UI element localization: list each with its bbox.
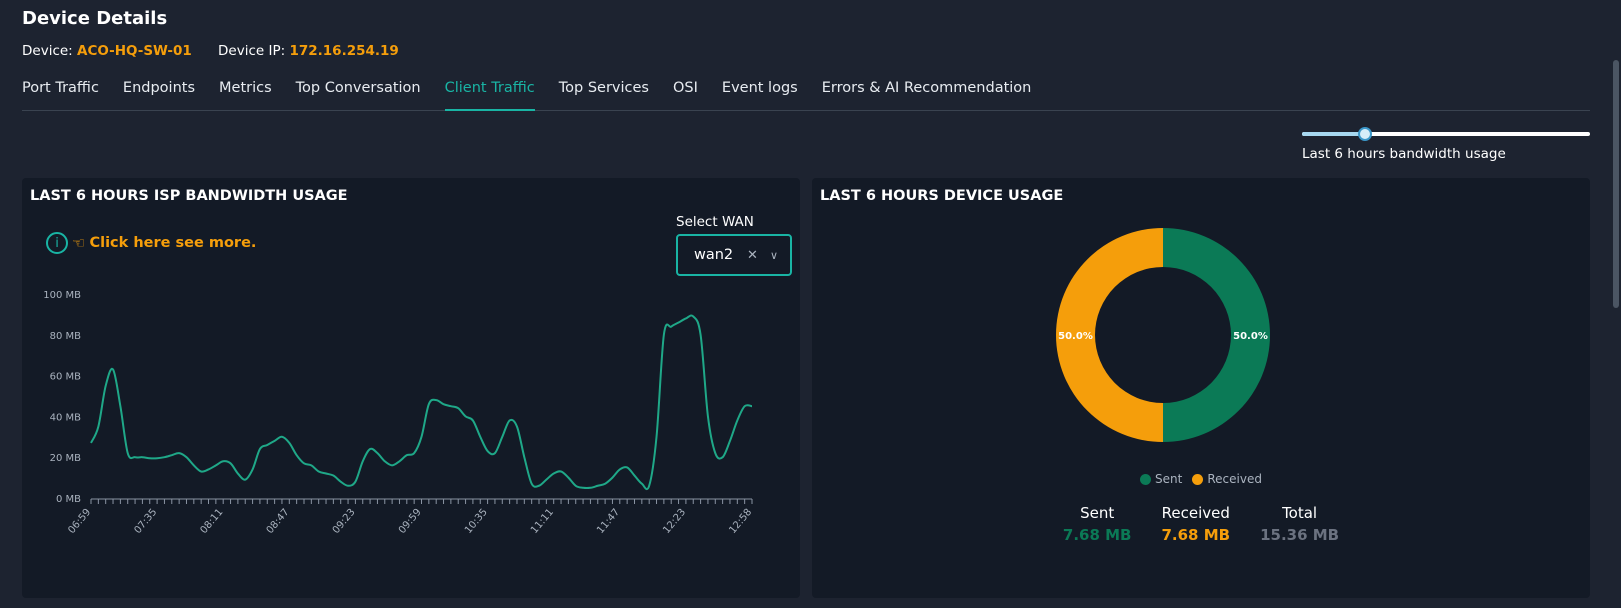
device-card-title: LAST 6 HOURS DEVICE USAGE (820, 188, 1064, 204)
page-title: Device Details (22, 8, 168, 29)
isp-card-title: LAST 6 HOURS ISP BANDWIDTH USAGE (30, 188, 348, 204)
legend-label-sent: Sent (1155, 472, 1183, 486)
x-tick-label: 11:47 (595, 507, 622, 536)
tab-port-traffic[interactable]: Port Traffic (22, 80, 99, 96)
slider-label: Last 6 hours bandwidth usage (1302, 146, 1506, 162)
stat-sent: Sent 7.68 MB (1063, 504, 1132, 544)
slider-thumb[interactable] (1358, 127, 1372, 141)
tab-top-services[interactable]: Top Services (558, 80, 649, 96)
tab-errors-ai-recommendation[interactable]: Errors & AI Recommendation (821, 80, 1032, 96)
legend-dot-sent (1140, 473, 1152, 485)
y-tick-label: 80 MB (50, 331, 82, 342)
wan-select-value: wan2 (694, 247, 734, 263)
x-tick-label: 10:35 (463, 507, 490, 536)
y-tick-label: 60 MB (50, 372, 82, 383)
device-ip-label: Device IP: (218, 43, 286, 59)
tab-metrics[interactable]: Metrics (219, 80, 272, 96)
isp-bandwidth-line-chart: 0 MB 20 MB 40 MB 60 MB 80 MB 100 MB 06:59 07:35… (43, 290, 754, 536)
x-tick-label: 09:59 (397, 507, 424, 536)
more-info-link[interactable]: i ☜ Click here see more. (46, 232, 256, 254)
x-tick-label: 07:35 (132, 507, 159, 536)
device-usage-donut-chart: 50.0% 50.0% (1056, 228, 1270, 442)
slider-track[interactable] (1302, 127, 1590, 141)
wan-select-label: Select WAN (676, 214, 754, 230)
stat-total: Total 15.36 MB (1260, 504, 1339, 544)
device-name: ACO-HQ-SW-01 (77, 43, 192, 59)
donut-slice-sent[interactable] (1163, 228, 1270, 442)
tab-client-traffic[interactable]: Client Traffic (444, 78, 535, 111)
stat-sent-value: 7.68 MB (1062, 526, 1132, 544)
chevron-down-icon[interactable]: ∨ (769, 248, 778, 262)
donut-slice-label: 50.0% (1058, 331, 1093, 342)
stat-total-value: 15.36 MB (1260, 526, 1340, 544)
device-info-line: Device: ACO-HQ-SW-01 Device IP: 172.16.2… (22, 43, 421, 59)
usage-stats: Sent 7.68 MB Received 7.68 MB Total 15.3… (812, 504, 1590, 544)
donut-slice-received[interactable] (1056, 228, 1163, 442)
x-tick-label: 06:59 (66, 507, 93, 536)
legend-item-sent[interactable]: Sent (1140, 472, 1182, 486)
info-icon: i (46, 232, 68, 254)
x-tick-label: 08:11 (199, 507, 226, 536)
x-tick-label: 09:23 (331, 507, 358, 536)
stat-total-label: Total (1282, 504, 1318, 522)
close-icon[interactable]: ✕ (747, 247, 758, 263)
y-tick-label: 100 MB (43, 290, 81, 301)
y-tick-label: 40 MB (50, 412, 82, 423)
legend-dot-received (1192, 473, 1204, 485)
more-info-text: Click here see more. (89, 235, 257, 251)
donut-legend: Sent Received (812, 472, 1590, 486)
isp-bandwidth-card: LAST 6 HOURS ISP BANDWIDTH USAGE i ☜ Cli… (22, 178, 800, 598)
y-tick-label: 0 MB (56, 494, 81, 505)
tab-event-logs[interactable]: Event logs (721, 80, 798, 96)
slider-fill (1302, 132, 1365, 136)
wan-select[interactable]: wan2 ✕ ∨ (676, 234, 792, 276)
device-label: Device: (22, 43, 73, 59)
series-line-bandwidth[interactable] (90, 314, 753, 490)
stat-received-label: Received (1161, 504, 1230, 522)
time-range-slider: Last 6 hours bandwidth usage (1302, 127, 1590, 162)
y-tick-label: 20 MB (50, 453, 82, 464)
tab-bar: Port Traffic Endpoints Metrics Top Conve… (22, 78, 1590, 111)
tab-endpoints[interactable]: Endpoints (122, 80, 196, 96)
stat-received: Received 7.68 MB (1161, 504, 1230, 544)
legend-item-received[interactable]: Received (1192, 472, 1262, 486)
x-tick-label: 12:58 (727, 507, 754, 536)
legend-label-received: Received (1207, 472, 1262, 486)
device-ip-value: 172.16.254.19 (289, 43, 399, 59)
device-usage-card: LAST 6 HOURS DEVICE USAGE 50.0% 50.0% Sen… (812, 178, 1590, 598)
pointing-hand-icon: ☜ (72, 234, 86, 252)
x-tick-label: 12:23 (661, 507, 688, 536)
page-scrollbar[interactable] (1613, 60, 1619, 308)
x-tick-label: 11:11 (529, 507, 556, 536)
x-tick-label: 08:47 (265, 507, 292, 536)
stat-sent-label: Sent (1080, 504, 1115, 522)
donut-slice-label: 50.0% (1233, 331, 1268, 342)
stat-received-value: 7.68 MB (1161, 526, 1231, 544)
tab-top-conversation[interactable]: Top Conversation (295, 80, 421, 96)
tab-osi[interactable]: OSI (673, 80, 698, 96)
